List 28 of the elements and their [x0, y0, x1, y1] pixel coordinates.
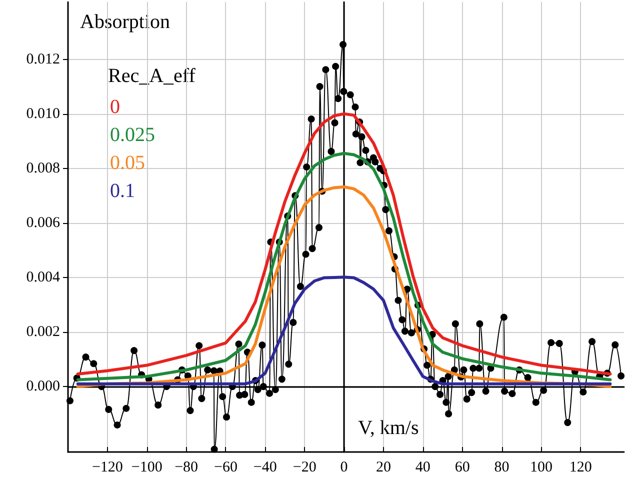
text: 0.1 [110, 180, 135, 202]
x-tick-label: 40 [415, 460, 430, 476]
y-tick-label: 0.010 [26, 106, 60, 122]
text: 0.025 [110, 124, 155, 146]
x-tick-label: 0 [340, 460, 348, 476]
x-tick-label: 80 [494, 460, 510, 476]
line-series [76, 276, 612, 386]
y-tick-label: 0.004 [26, 269, 60, 286]
y-axis-title: Absorption [80, 11, 170, 33]
x-tick-label: 20 [376, 460, 391, 476]
x-tick-label: −60 [214, 460, 238, 476]
x-tick-label: −20 [292, 460, 316, 476]
y-tick-label: 0.000 [26, 378, 60, 395]
y-tick-label: 0.008 [26, 160, 60, 176]
x-tick-label: 60 [454, 460, 470, 476]
y-tick-label: 0.012 [26, 51, 60, 68]
x-tick-label: −120 [92, 460, 123, 476]
y-tick-label: 0.002 [26, 324, 60, 340]
y-tick-label: 0.006 [26, 214, 60, 231]
x-tick-label: 100 [530, 460, 552, 476]
x-tick-label: −40 [253, 460, 277, 476]
x-tick-label: 120 [569, 460, 592, 476]
x-tick-label: −80 [174, 460, 198, 476]
text: 0.05 [110, 152, 145, 174]
text: 0 [110, 96, 120, 118]
legend-title: Rec_A_eff [108, 65, 196, 87]
x-tick-label: −100 [131, 460, 162, 476]
x-axis-title: V, km/s [358, 417, 419, 439]
